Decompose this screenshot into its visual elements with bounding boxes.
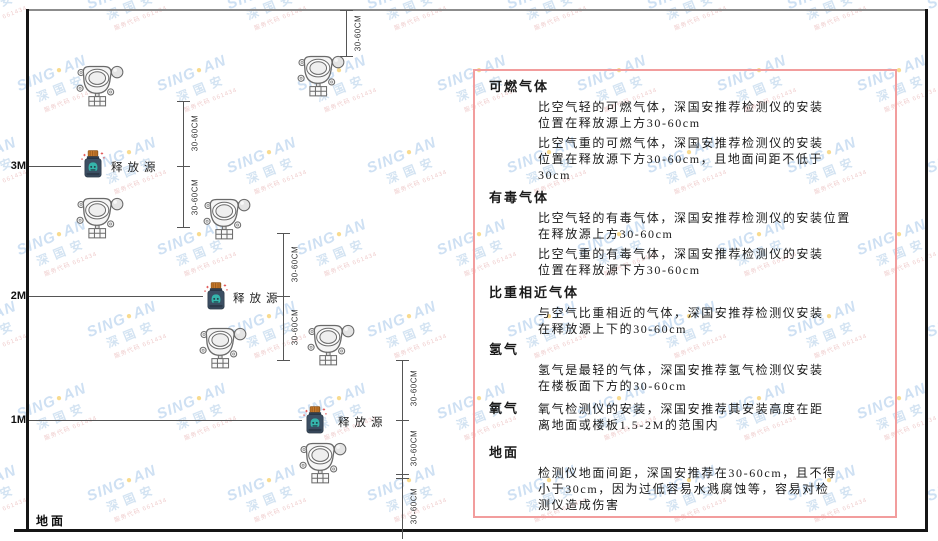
- text-line: 位置在释放源下方30-60cm: [538, 263, 701, 277]
- dimension-line: [183, 101, 184, 228]
- dimension-label: 30-60CM: [409, 429, 419, 467]
- text-line: 离地面或楼板1.5-2M的范围内: [538, 418, 720, 432]
- text-line: 在楼板面下方的30-60cm: [538, 379, 688, 393]
- dimension-tick: [277, 296, 290, 297]
- gas-detector-icon: [296, 54, 346, 97]
- ceiling-line: [26, 9, 928, 11]
- text-line: 与空气比重相近的气体，深国安推荐检测仪安装: [538, 306, 824, 320]
- dimension-tick: [340, 10, 353, 11]
- dimension-tick: [177, 166, 190, 167]
- section-heading-flammable: 可燃气体: [489, 79, 550, 94]
- release-source-label: 释放源: [233, 293, 283, 305]
- paragraph: 检测仪地面间距，深国安推荐在30-60cm，且不得 小于30cm，因为过低容易水…: [538, 465, 887, 513]
- text-line: 比空气重的可燃气体，深国安推荐检测仪的安装: [538, 136, 824, 150]
- release-source-label: 释放源: [338, 417, 388, 429]
- dimension-line: [283, 233, 284, 361]
- paragraph: 比空气重的有毒气体，深国安推荐检测仪的安装 位置在释放源下方30-60cm: [538, 246, 887, 278]
- text-line: 位置在释放源上方30-60cm: [538, 116, 701, 130]
- height-label-3m: 3M: [10, 160, 26, 172]
- section-heading-toxic: 有毒气体: [489, 190, 550, 205]
- text-line: 氧气检测仪的安装，深国安推荐其安装高度在距: [538, 402, 824, 416]
- height-label-1m: 1M: [10, 414, 26, 426]
- dimension-line: [402, 360, 403, 539]
- section-heading-hydrogen: 氢气: [489, 342, 520, 357]
- text-line: 小于30cm，因为过低容易水溅腐蚀等，容易对检: [538, 482, 830, 496]
- section-heading-ground: 地面: [489, 445, 520, 460]
- section-heading-oxygen: 氧气: [489, 401, 520, 416]
- right-frame-line: [925, 9, 928, 532]
- paragraph: 比空气重的可燃气体，深国安推荐检测仪的安装 位置在释放源下方30-60cm，且地…: [538, 135, 887, 183]
- text-line: 比空气重的有毒气体，深国安推荐检测仪的安装: [538, 247, 824, 261]
- dimension-label: 30-60CM: [353, 14, 363, 52]
- leader-2m: [29, 296, 203, 297]
- text-line: 在释放源上方30-60cm: [538, 227, 674, 241]
- dimension-line: [346, 10, 347, 57]
- paragraph: 比空气轻的可燃气体，深国安推荐检测仪的安装 位置在释放源上方30-60cm: [538, 99, 887, 131]
- dimension-label: 30-60CM: [190, 114, 200, 152]
- paragraph: 氢气是最轻的气体，深国安推荐氢气检测仪安装 在楼板面下方的30-60cm: [538, 362, 887, 394]
- gas-detector-icon: [198, 326, 248, 369]
- dimension-tick: [396, 478, 409, 479]
- gas-detector-icon: [75, 196, 125, 239]
- leader-3m: [29, 166, 81, 167]
- dimension-label: 30-60CM: [290, 308, 300, 346]
- ground-label: 地面: [36, 514, 67, 528]
- dimension-tick: [277, 233, 290, 234]
- dimension-tick: [396, 360, 409, 361]
- gas-detector-icon: [298, 441, 348, 484]
- gas-detector-icon: [306, 323, 356, 366]
- dimension-tick: [177, 227, 190, 228]
- section-heading-similar-density: 比重相近气体: [489, 285, 580, 300]
- release-source-icon: [302, 405, 328, 435]
- text-line: 检测仪地面间距，深国安推荐在30-60cm，且不得: [538, 466, 837, 480]
- section-oxygen: 氧气 氧气检测仪的安装，深国安推荐其安装高度在距 离地面或楼板1.5-2M的范围…: [483, 401, 887, 433]
- wall-axis-line: [26, 9, 29, 532]
- dimension-tick: [340, 56, 353, 57]
- paragraph: 氧气检测仪的安装，深国安推荐其安装高度在距 离地面或楼板1.5-2M的范围内: [538, 401, 824, 433]
- ground-line: [14, 529, 928, 532]
- text-line: 比空气轻的有毒气体，深国安推荐检测仪的安装位置: [538, 211, 851, 225]
- dimension-label: 30-60CM: [190, 178, 200, 216]
- paragraph: 与空气比重相近的气体，深国安推荐检测仪安装 在释放源上下的30-60cm: [538, 305, 887, 337]
- text-line: 位置在释放源下方30-60cm，且地面间距不低于: [538, 152, 824, 166]
- gas-detector-icon: [75, 64, 125, 107]
- text-line: 氢气是最轻的气体，深国安推荐氢气检测仪安装: [538, 363, 824, 377]
- dimension-tick: [396, 420, 409, 421]
- text-line: 比空气轻的可燃气体，深国安推荐检测仪的安装: [538, 100, 824, 114]
- dimension-label: 30-60CM: [290, 245, 300, 283]
- dimension-tick: [177, 101, 190, 102]
- text-line: 30cm: [538, 168, 572, 182]
- release-source-icon: [80, 149, 106, 179]
- dimension-label: 30-60CM: [409, 369, 419, 407]
- release-source-label: 释放源: [111, 162, 161, 174]
- text-line: 测仪造成伤害: [538, 498, 620, 512]
- installation-rules-panel: 可燃气体 比空气轻的可燃气体，深国安推荐检测仪的安装 位置在释放源上方30-60…: [473, 69, 897, 518]
- leader-1m: [29, 420, 302, 421]
- dimension-tick: [396, 474, 409, 475]
- paragraph: 比空气轻的有毒气体，深国安推荐检测仪的安装位置 在释放源上方30-60cm: [538, 210, 887, 242]
- text-line: 在释放源上下的30-60cm: [538, 322, 688, 336]
- dimension-label: 30-60CM: [409, 487, 419, 525]
- height-label-2m: 2M: [10, 290, 26, 302]
- release-source-icon: [203, 281, 229, 311]
- dimension-tick: [277, 360, 290, 361]
- gas-detector-icon: [202, 197, 252, 240]
